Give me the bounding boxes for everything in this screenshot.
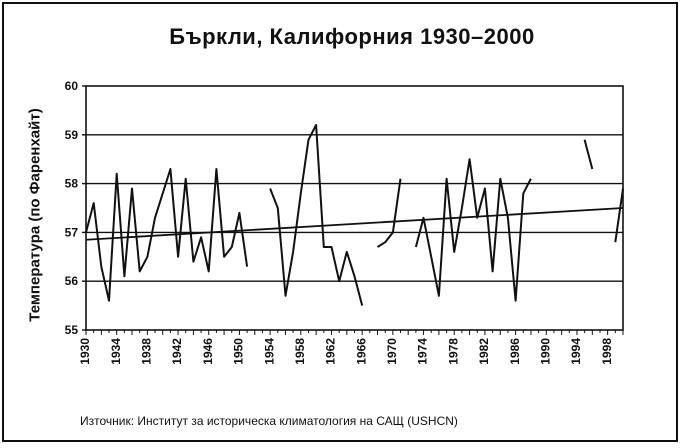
- chart-frame: [2, 2, 678, 442]
- x-tick-label-1938: 1938: [140, 338, 154, 365]
- x-tick-label-1986: 1986: [508, 338, 522, 365]
- temperature-line-segment-1: [85, 168, 249, 302]
- x-tick-label-1946: 1946: [201, 338, 215, 365]
- y-tick-label-55: 55: [65, 323, 79, 337]
- x-tick-label-1966: 1966: [354, 338, 368, 365]
- y-tick-label-56: 56: [65, 274, 79, 288]
- x-tick-label-1994: 1994: [569, 338, 583, 365]
- x-tick-label-1950: 1950: [232, 338, 246, 365]
- trend-line: [85, 207, 624, 241]
- y-tick-label-57: 57: [65, 225, 79, 239]
- y-tick-label-60: 60: [65, 79, 79, 93]
- temperature-line-segment-6: [614, 188, 624, 243]
- temperature-line-segment-3: [376, 178, 402, 248]
- x-tick-label-1990: 1990: [538, 338, 552, 365]
- x-tick-label-1934: 1934: [109, 338, 123, 365]
- x-tick-label-1982: 1982: [477, 338, 491, 365]
- temperature-line-segment-4: [414, 158, 532, 302]
- temperature-line-segment-5: [583, 139, 594, 170]
- x-tick-label-1958: 1958: [293, 338, 307, 365]
- chart-title: Бъркли, Калифорния 1930–2000: [169, 24, 535, 49]
- x-tick-label-1942: 1942: [170, 338, 184, 365]
- y-tick-label-58: 58: [65, 177, 79, 191]
- x-tick-label-1978: 1978: [446, 338, 460, 365]
- x-tick-label-1970: 1970: [385, 338, 399, 365]
- plot-area: [85, 85, 624, 331]
- x-tick-label-1954: 1954: [262, 338, 276, 365]
- x-tick-label-1962: 1962: [324, 338, 338, 365]
- x-tick-label-1930: 1930: [78, 338, 92, 365]
- temperature-line-segment-2: [269, 124, 364, 306]
- x-tick-label-1998: 1998: [600, 338, 614, 365]
- x-tick-label-1974: 1974: [416, 338, 430, 365]
- y-tick-label-59: 59: [65, 128, 79, 142]
- source-note: Източник: Институт за историческа климат…: [80, 414, 458, 428]
